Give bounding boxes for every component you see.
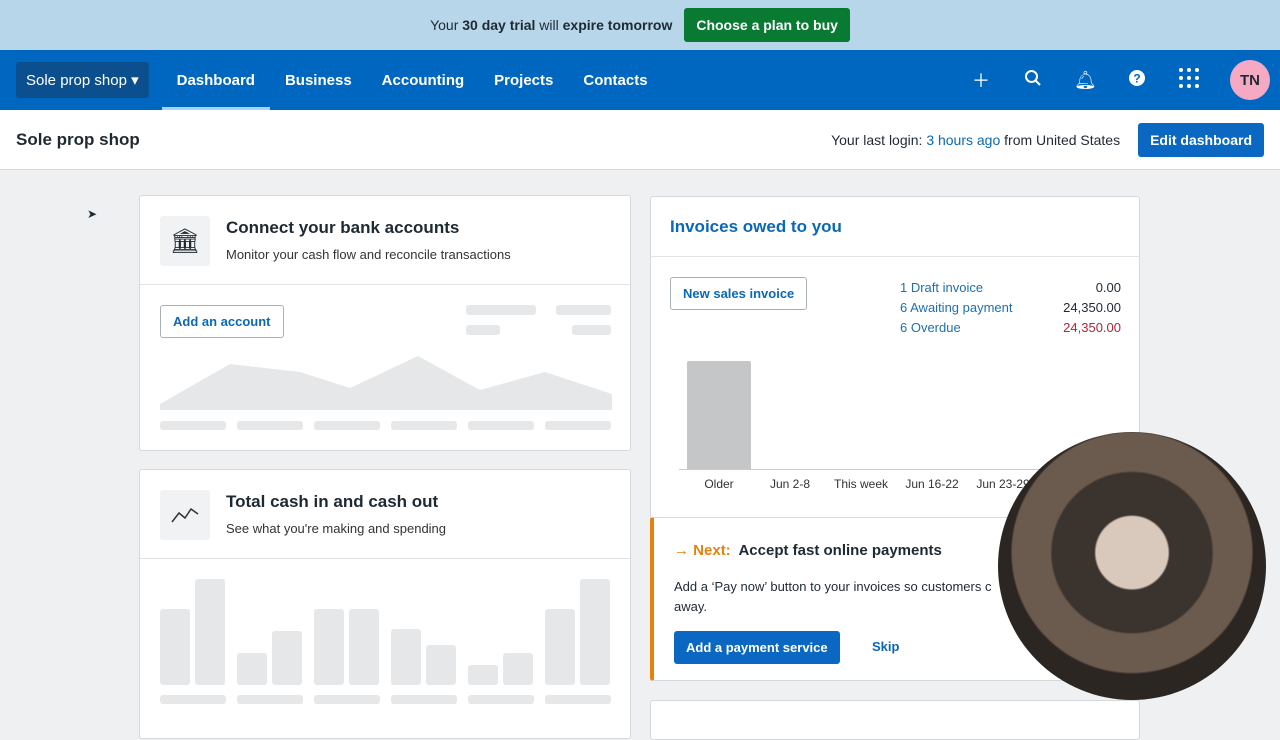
placeholder-bar — [237, 653, 267, 685]
placeholder-area-chart — [160, 356, 612, 410]
x-axis — [679, 469, 1119, 470]
placeholder-bar — [580, 579, 610, 685]
placeholder-label — [391, 695, 457, 704]
cash-in-out-card: Total cash in and cash out See what you'r… — [139, 469, 631, 739]
placeholder-label — [545, 695, 611, 704]
page-header: Sole prop shop Your last login: 3 hours … — [0, 110, 1280, 170]
avatar[interactable]: TN — [1230, 60, 1270, 100]
apps-grid-icon[interactable] — [1178, 67, 1200, 94]
edit-dashboard-button[interactable]: Edit dashboard — [1138, 122, 1264, 157]
page-title: Sole prop shop — [16, 129, 140, 149]
next-body: Add a ‘Pay now’ button to your invoices … — [674, 579, 992, 614]
top-nav: Sole prop shop ▾ Dashboard Business Acco… — [0, 50, 1280, 110]
svg-text:?: ? — [1133, 71, 1140, 85]
tab-accounting[interactable]: Accounting — [381, 71, 465, 89]
new-sales-invoice-button[interactable]: New sales invoice — [670, 277, 808, 310]
add-account-button[interactable]: Add an account — [160, 305, 284, 338]
placeholder-bar — [426, 645, 456, 685]
placeholder-bar — [468, 665, 498, 685]
placeholder-bar — [160, 609, 190, 685]
overdue-amount: 24,350.00 — [1063, 320, 1121, 335]
tab-dashboard[interactable]: Dashboard — [161, 50, 271, 110]
card-title: Total cash in and cash out — [226, 492, 439, 511]
tab-projects[interactable]: Projects — [494, 71, 554, 89]
trial-message: Your 30 day trial will expire tomorrow — [430, 17, 673, 33]
trial-banner: Your 30 day trial will expire tomorrow C… — [0, 0, 1280, 50]
placeholder-label — [237, 695, 303, 704]
choose-plan-button[interactable]: Choose a plan to buy — [684, 8, 850, 42]
x-tick-label: Older — [704, 477, 734, 491]
org-switcher[interactable]: Sole prop shop ▾ — [16, 62, 149, 98]
overdue-link[interactable]: 6 Overdue — [900, 320, 961, 335]
placeholder-bar — [349, 609, 379, 685]
tab-contacts[interactable]: Contacts — [583, 71, 648, 89]
help-icon[interactable]: ? — [1126, 69, 1148, 91]
placeholder-bar — [545, 609, 575, 685]
login-time-link[interactable]: 3 hours ago — [926, 131, 1001, 148]
x-tick-label: Jun 23-29 — [976, 477, 1030, 491]
bank-accounts-card: 🏛︎ Connect your bank accounts Monitor you… — [139, 195, 631, 451]
plus-icon[interactable]: ＋ — [972, 71, 990, 91]
draft-amount: 0.00 — [1095, 280, 1121, 295]
x-tick-label: This week — [833, 477, 889, 491]
bank-icon: 🏛︎ — [160, 216, 210, 266]
placeholder-bar — [195, 579, 225, 685]
card-title: Connect your bank accounts — [226, 218, 460, 237]
placeholder-label — [160, 695, 226, 704]
placeholder-label — [314, 695, 380, 704]
placeholder-bar — [314, 609, 344, 685]
awaiting-amount: 24,350.00 — [1063, 300, 1121, 315]
bell-icon[interactable]: 🔔︎ — [1074, 69, 1097, 90]
placeholder-bar — [391, 629, 421, 685]
mouse-cursor: ➤ — [87, 207, 98, 221]
next-title: Accept fast online payments — [738, 542, 942, 559]
skip-button[interactable]: Skip — [872, 639, 900, 654]
webcam-overlay — [998, 432, 1266, 700]
x-tick-label: Jun 16-22 — [905, 477, 959, 491]
line-chart-icon — [160, 490, 210, 540]
arrow-right-icon: → — [674, 542, 694, 559]
card-description: See what you're making and spending — [226, 521, 447, 536]
placeholder-bar — [503, 653, 533, 685]
search-icon[interactable] — [1022, 69, 1044, 92]
card-description: Monitor your cash flow and reconcile tra… — [226, 247, 511, 262]
tab-business[interactable]: Business — [284, 71, 352, 89]
next-card-partial — [650, 700, 1140, 740]
awaiting-payment-link[interactable]: 6 Awaiting payment — [900, 300, 1013, 315]
draft-invoice-link[interactable]: 1 Draft invoice — [900, 280, 984, 295]
invoice-summary: 1 Draft invoice 0.00 6 Awaiting payment 24… — [900, 280, 1121, 340]
placeholder-bar — [272, 631, 302, 685]
last-login: Your last login: 3 hours ago from United… — [831, 131, 1121, 148]
next-label: Next: — [693, 542, 731, 559]
x-tick-label: Jun 2-8 — [769, 477, 811, 491]
add-payment-service-button[interactable]: Add a payment service — [674, 631, 840, 664]
card-title: Invoices owed to you — [670, 217, 842, 236]
bar-older[interactable] — [687, 361, 751, 469]
placeholder-label — [468, 695, 534, 704]
